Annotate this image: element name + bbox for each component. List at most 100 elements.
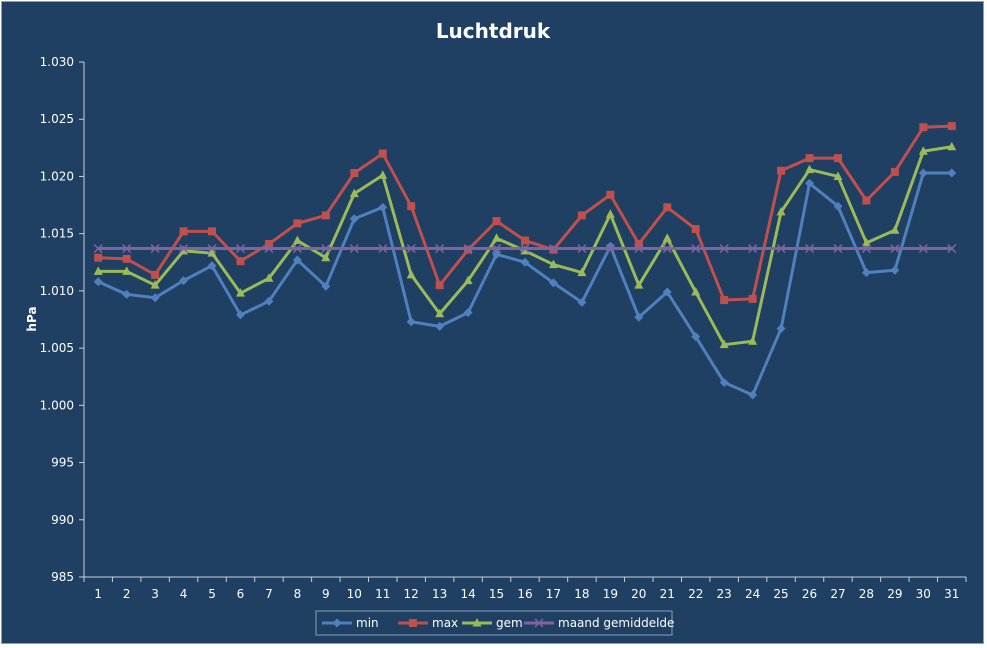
data-point <box>805 178 815 188</box>
data-point <box>208 227 217 236</box>
x-tick-label: 30 <box>916 587 931 601</box>
y-tick-label: 1.005 <box>40 341 74 355</box>
data-point <box>321 252 331 262</box>
data-point <box>378 202 388 212</box>
data-point <box>634 239 643 248</box>
data-point <box>264 244 274 254</box>
y-tick-label: 995 <box>51 456 74 470</box>
data-point <box>93 244 103 254</box>
x-tick-label: 17 <box>546 587 561 601</box>
data-point <box>321 281 331 291</box>
x-tick-label: 26 <box>802 587 817 601</box>
data-point <box>520 257 530 267</box>
data-point <box>406 317 416 327</box>
data-point <box>776 324 786 334</box>
data-point <box>776 244 786 254</box>
data-point <box>947 168 957 178</box>
y-tick-label: 990 <box>51 513 74 527</box>
x-tick-label: 12 <box>404 587 419 601</box>
data-point <box>150 293 160 303</box>
data-point <box>378 244 388 254</box>
x-tick-label: 19 <box>603 587 618 601</box>
y-tick-label: 1.010 <box>40 284 74 298</box>
y-tick-label: 1.000 <box>40 398 74 412</box>
data-point <box>520 245 530 255</box>
series-line <box>97 171 952 397</box>
x-tick-label: 20 <box>631 587 646 601</box>
series-gem <box>93 141 957 349</box>
data-point <box>804 244 815 254</box>
data-point <box>663 203 672 212</box>
legend-swatch-marker <box>472 618 482 627</box>
data-point <box>833 171 843 180</box>
legend-swatch-marker <box>332 618 342 628</box>
data-point <box>179 244 189 254</box>
plot-layer: 9859909951.0001.0051.0101.0151.0201.0251… <box>40 55 967 601</box>
data-point <box>662 244 672 254</box>
data-point <box>435 308 445 318</box>
data-point <box>862 196 871 205</box>
x-tick-label: 5 <box>208 587 216 601</box>
data-point <box>720 296 729 305</box>
data-point <box>691 225 700 234</box>
data-point <box>122 289 132 299</box>
data-point <box>122 244 132 254</box>
data-point <box>292 244 302 254</box>
data-point <box>691 287 701 296</box>
data-point <box>435 281 444 290</box>
series-min <box>93 168 957 400</box>
x-tick-label: 11 <box>375 587 390 601</box>
data-point <box>179 245 189 255</box>
chart-title: Luchtdruk <box>436 19 551 43</box>
data-point <box>918 244 928 254</box>
data-point <box>378 149 387 158</box>
data-point <box>463 275 473 285</box>
data-point <box>292 235 302 245</box>
data-point <box>577 244 587 254</box>
x-tick-label: 31 <box>944 587 959 601</box>
data-point <box>122 266 132 275</box>
data-point <box>634 280 644 289</box>
data-point <box>350 169 359 178</box>
data-point <box>861 244 871 254</box>
data-point <box>492 233 502 242</box>
data-point <box>719 339 729 349</box>
data-point <box>805 164 815 174</box>
data-point <box>918 168 928 178</box>
data-point <box>378 170 388 179</box>
data-point <box>321 211 330 220</box>
data-point <box>235 244 246 254</box>
data-point <box>548 278 558 288</box>
data-point <box>919 123 928 132</box>
data-point <box>150 244 160 254</box>
data-point <box>577 297 587 307</box>
legend-entry-label: max <box>432 616 458 630</box>
data-point <box>521 236 529 245</box>
data-point <box>748 336 758 345</box>
data-point <box>264 273 274 282</box>
y-tick-label: 985 <box>51 570 74 584</box>
data-point <box>890 225 900 234</box>
series-maand-gemiddelde <box>93 244 957 254</box>
x-tick-label: 15 <box>489 587 504 601</box>
x-tick-label: 10 <box>347 587 362 601</box>
x-tick-label: 23 <box>717 587 732 601</box>
data-point <box>861 237 871 247</box>
data-point <box>748 244 758 254</box>
data-point <box>235 310 245 320</box>
x-tick-label: 16 <box>517 587 532 601</box>
x-tick-label: 14 <box>460 587 475 601</box>
data-point <box>748 294 757 303</box>
legend-box <box>315 610 673 636</box>
data-point <box>293 219 302 228</box>
data-point <box>548 244 558 254</box>
x-tick-label: 27 <box>830 587 845 601</box>
data-point <box>264 296 274 306</box>
data-point <box>151 270 160 279</box>
x-tick-label: 29 <box>887 587 902 601</box>
x-tick-label: 2 <box>123 587 131 601</box>
data-point <box>605 209 615 218</box>
data-point <box>890 244 900 254</box>
